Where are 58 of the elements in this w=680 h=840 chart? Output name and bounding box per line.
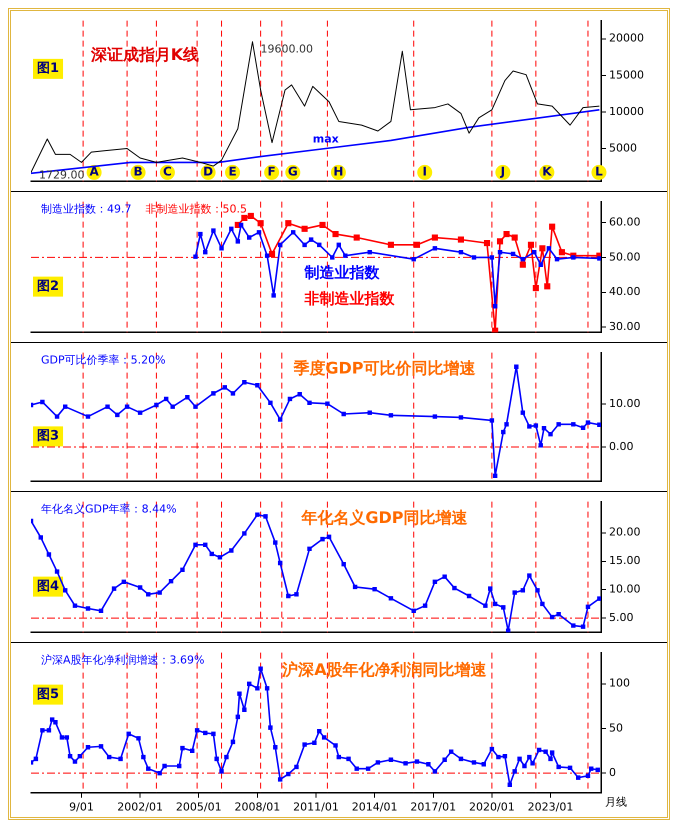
- annotation: 1729.00: [39, 168, 84, 182]
- annotation: 非制造业指数：50.5: [145, 202, 247, 216]
- series-label: 制造业指数: [304, 263, 381, 282]
- ref-line-label: E: [228, 164, 237, 179]
- annotation: 图3: [37, 428, 60, 444]
- y-tick-label: 20000: [609, 32, 644, 45]
- annotation: GDP可比价季率：5.20%: [41, 353, 166, 366]
- ref-line-label: F: [268, 164, 276, 179]
- y-tick-label: 100: [609, 676, 630, 690]
- ref-line-label: K: [542, 164, 552, 179]
- x-tick-label: 9/01: [69, 800, 94, 814]
- annotation: 年化名义GDP年率：8.44%: [41, 502, 177, 516]
- y-tick-label: 5.00: [609, 611, 634, 624]
- text: 沪深A股年化净利润同比增速: [281, 660, 488, 679]
- x-tick-label: 2017/01: [410, 800, 456, 814]
- annotation: 制造业指数：49.7: [41, 202, 132, 216]
- x-axis-title: 月线: [605, 796, 627, 809]
- y-tick-label: 15000: [609, 68, 644, 82]
- ref-line-label: B: [134, 164, 143, 179]
- x-tick-label: 2002/01: [117, 800, 163, 814]
- annotation: 沪深A股年化净利润增速：3.69%: [41, 653, 204, 666]
- x-tick-label: 2023/01: [528, 800, 574, 814]
- y-tick-label: 10000: [609, 104, 644, 118]
- y-tick-label: 30.00: [609, 320, 640, 334]
- x-tick-label: 2011/01: [293, 800, 339, 814]
- chart-title: 季度GDP可比价同比增速: [292, 358, 476, 378]
- ref-line-label: G: [288, 164, 298, 179]
- y-tick-label: 50.00: [609, 250, 640, 264]
- x-tick-label: 2014/01: [352, 800, 398, 814]
- ref-line-label: A: [89, 164, 100, 179]
- y-tick-label: 10.00: [609, 396, 640, 410]
- ref-line-label: C: [162, 164, 172, 179]
- annotation: 图5: [37, 687, 60, 702]
- x-tick-label: 2020/01: [469, 800, 515, 814]
- text: 非制造业指数: [304, 290, 396, 308]
- text: 深证成指月K线: [90, 45, 200, 64]
- chart-title: 年化名义GDP同比增速: [300, 508, 468, 527]
- y-tick-label: 50: [609, 721, 623, 734]
- y-tick-label: 0: [609, 766, 616, 780]
- series-label: max: [312, 132, 339, 146]
- annotation: 19600.00: [260, 42, 313, 56]
- ref-line-label: J: [500, 164, 506, 179]
- x-tick-label: 2005/01: [176, 800, 222, 814]
- y-tick-label: 10.00: [609, 582, 640, 596]
- annotation: 图1: [37, 61, 60, 76]
- y-tick-label: 5000: [609, 141, 637, 154]
- annotation: 图2: [37, 278, 60, 294]
- y-tick-label: 15.00: [609, 554, 640, 568]
- ref-line-label: H: [333, 164, 344, 179]
- ref-line-label: D: [203, 164, 214, 179]
- y-tick-label: 40.00: [609, 285, 640, 298]
- y-tick-label: 0.00: [609, 440, 634, 453]
- x-tick-label: 2008/01: [234, 800, 280, 814]
- ref-line-label: I: [422, 164, 427, 179]
- annotation: 图4: [37, 578, 60, 594]
- y-tick-label: 20.00: [609, 526, 640, 539]
- y-tick-label: 60.00: [609, 215, 640, 228]
- ref-line-label: L: [595, 164, 604, 179]
